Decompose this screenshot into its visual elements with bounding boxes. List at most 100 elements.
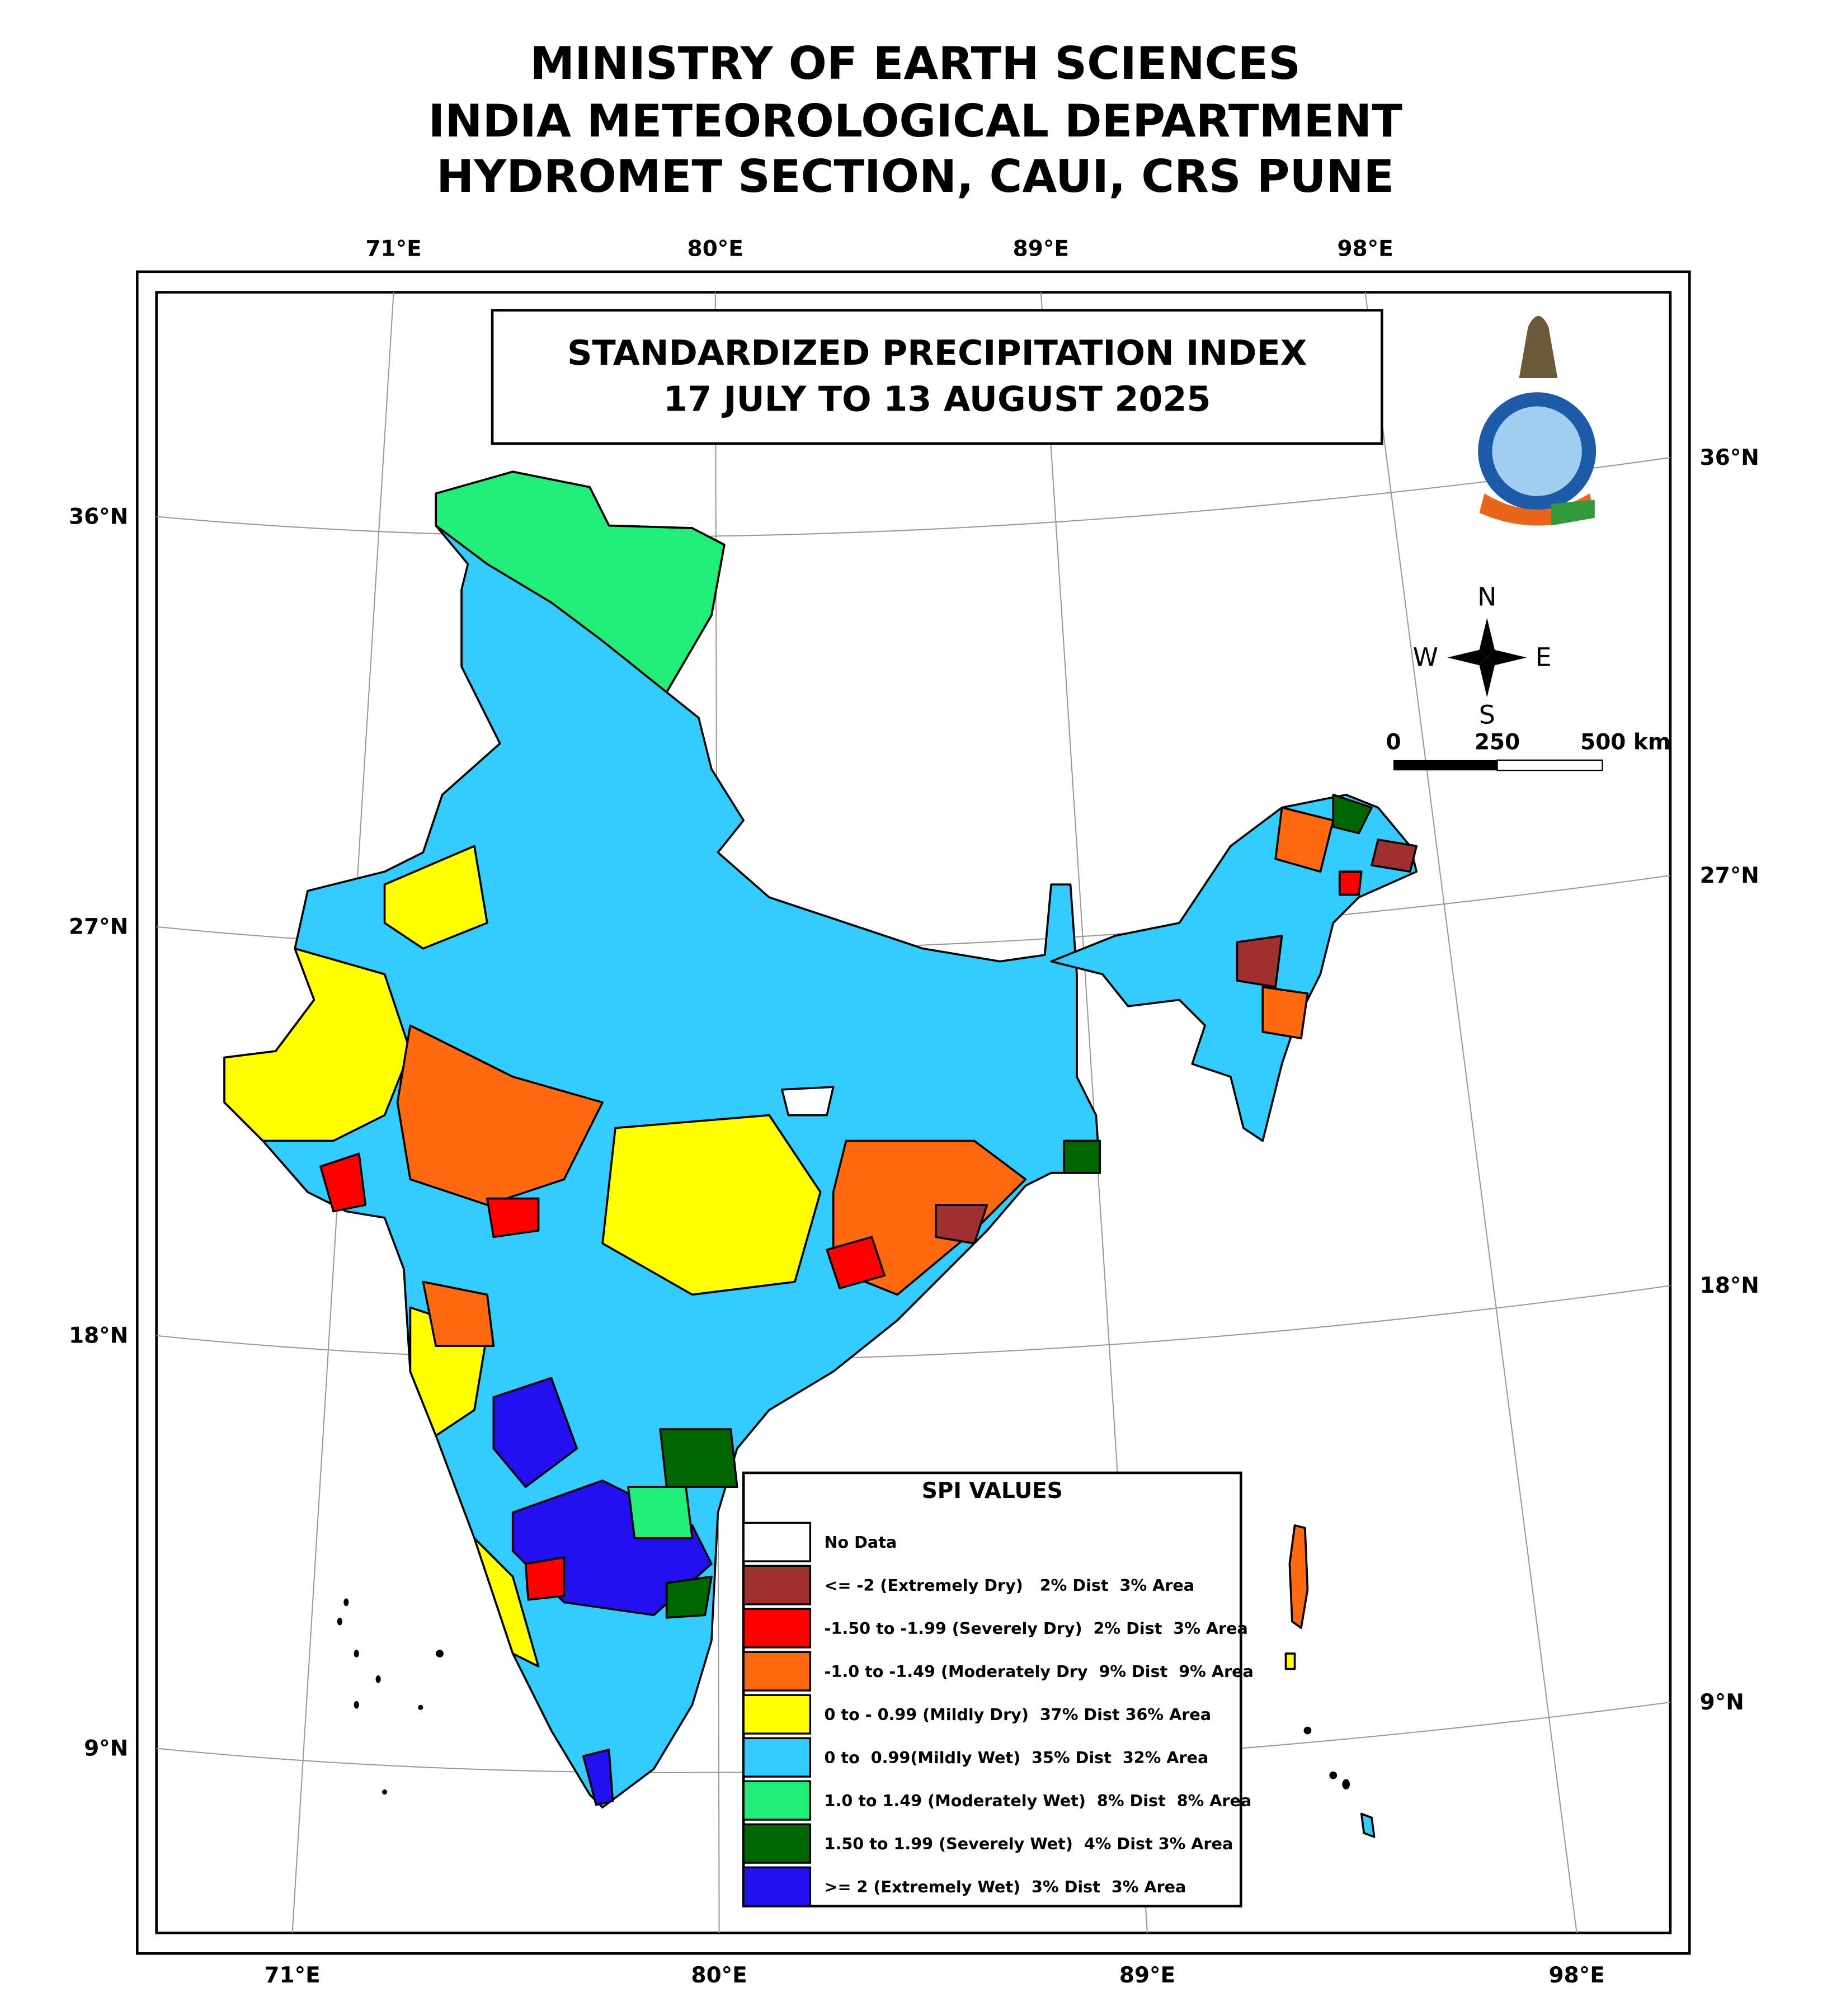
lat-label: 9°N: [1700, 1690, 1744, 1715]
compass-point: [1447, 649, 1487, 666]
island: [375, 1675, 381, 1683]
logo-globe: [1492, 406, 1582, 496]
island: [382, 1789, 388, 1795]
legend-swatch: [742, 1780, 812, 1821]
compass-point: [1479, 657, 1495, 698]
map-title: STANDARDIZED PRECIPITATION INDEX: [567, 333, 1307, 373]
legend-label: 1.50 to 1.99 (Severely Wet) 4% Dist 3% A…: [825, 1834, 1233, 1853]
legend-swatch: [742, 1866, 812, 1907]
region: [826, 1236, 886, 1289]
region: [1332, 793, 1373, 835]
compass-s: S: [1479, 699, 1495, 729]
scale-segment: [1393, 760, 1497, 771]
region: [935, 1204, 988, 1245]
region: [396, 1024, 604, 1206]
legend-swatch: [742, 1737, 812, 1778]
legend-swatch: [742, 1694, 812, 1735]
scale-label: 0: [1386, 730, 1401, 755]
region: [832, 1139, 1027, 1296]
lon-label: 71°E: [264, 1963, 320, 1988]
region: [524, 1556, 566, 1601]
legend-swatch: [742, 1565, 812, 1605]
region: [1274, 806, 1335, 873]
region: [601, 1114, 822, 1296]
scale-segment: [1496, 759, 1603, 771]
nicobar: [1360, 1812, 1376, 1838]
region: [781, 1086, 835, 1117]
compass-n: N: [1477, 582, 1496, 612]
scale-label: 250: [1475, 730, 1520, 755]
parallel: [156, 457, 1671, 538]
meridian: [1364, 292, 1577, 1933]
lat-label: 18°N: [69, 1323, 128, 1349]
region: [486, 1197, 540, 1238]
lat-label: 9°N: [84, 1736, 128, 1761]
lat-label: 36°N: [69, 504, 128, 529]
header-line: MINISTRY OF EARTH SCIENCES: [530, 37, 1301, 90]
lon-label: 98°E: [1337, 236, 1393, 261]
region: [665, 1575, 713, 1619]
legend-label: -1.0 to -1.49 (Moderately Dry 9% Dist 9%…: [825, 1662, 1254, 1681]
island: [354, 1701, 359, 1709]
imd-logo: [1478, 315, 1597, 526]
region: [422, 1280, 495, 1347]
legend: SPI VALUES No Data <= -2 (Extremely Dry) …: [742, 1471, 1254, 1907]
compass-w: W: [1413, 642, 1438, 672]
region: [659, 1428, 738, 1489]
island: [1342, 1779, 1350, 1789]
map-title: 17 JULY TO 13 AUGUST 2025: [663, 379, 1211, 419]
parallel: [156, 1285, 1671, 1362]
legend-swatch: [742, 1823, 812, 1864]
emblem-lions: [1519, 315, 1558, 379]
legend-swatch: [742, 1522, 812, 1562]
header-line: HYDROMET SECTION, CAUI, CRS PUNE: [436, 150, 1394, 202]
legend-label: <= -2 (Extremely Dry) 2% Dist 3% Area: [825, 1576, 1195, 1595]
legend-label: 0 to - 0.99 (Mildly Dry) 37% Dist 36% Ar…: [825, 1705, 1212, 1724]
legend-label: 1.0 to 1.49 (Moderately Wet) 8% Dist 8% …: [825, 1791, 1252, 1810]
inner-frame: [155, 291, 1672, 1934]
legend-label: 0 to 0.99(Mildly Wet) 35% Dist 32% Area: [825, 1748, 1209, 1767]
legend-box: [742, 1471, 1242, 1907]
lon-label: 80°E: [687, 236, 743, 261]
header-line: INDIA METEOROLOGICAL DEPARTMENT: [428, 95, 1403, 147]
region: [1261, 986, 1309, 1039]
legend-label: No Data: [825, 1533, 897, 1552]
lat-label: 27°N: [69, 915, 128, 940]
lat-label: 36°N: [1700, 445, 1759, 470]
andaman: [1288, 1524, 1309, 1629]
scale-bar: 0 250 500 km: [1386, 730, 1670, 771]
lon-label: 80°E: [691, 1963, 747, 1988]
island: [1329, 1771, 1338, 1779]
island: [436, 1650, 444, 1657]
scale-label: 500 km: [1580, 730, 1670, 755]
lon-label: 98°E: [1549, 1963, 1605, 1988]
region: [1338, 870, 1363, 896]
island: [343, 1598, 349, 1607]
title-box: [491, 309, 1383, 445]
island: [354, 1650, 359, 1657]
lon-label: 71°E: [365, 236, 421, 261]
andaman: [1284, 1652, 1296, 1670]
region: [319, 1152, 367, 1213]
outer-frame: [135, 270, 1691, 1955]
region: [1371, 839, 1418, 873]
legend-swatch: [742, 1651, 812, 1692]
region: [473, 1537, 540, 1668]
island: [1303, 1726, 1312, 1735]
north-arrow: N S W E: [1413, 582, 1552, 730]
lat-label: 27°N: [1700, 863, 1759, 888]
lat-label: 18°N: [1700, 1273, 1759, 1298]
region: [492, 1377, 578, 1489]
compass-e: E: [1536, 642, 1552, 672]
region: [435, 470, 726, 694]
legend-swatch: [742, 1608, 812, 1648]
region: [383, 845, 488, 950]
region: [627, 1486, 694, 1539]
logo-ribbon: [1551, 500, 1595, 526]
region: [1063, 1139, 1101, 1174]
region: [1236, 934, 1283, 988]
compass-point: [1487, 649, 1527, 666]
lon-label: 89°E: [1013, 236, 1069, 261]
